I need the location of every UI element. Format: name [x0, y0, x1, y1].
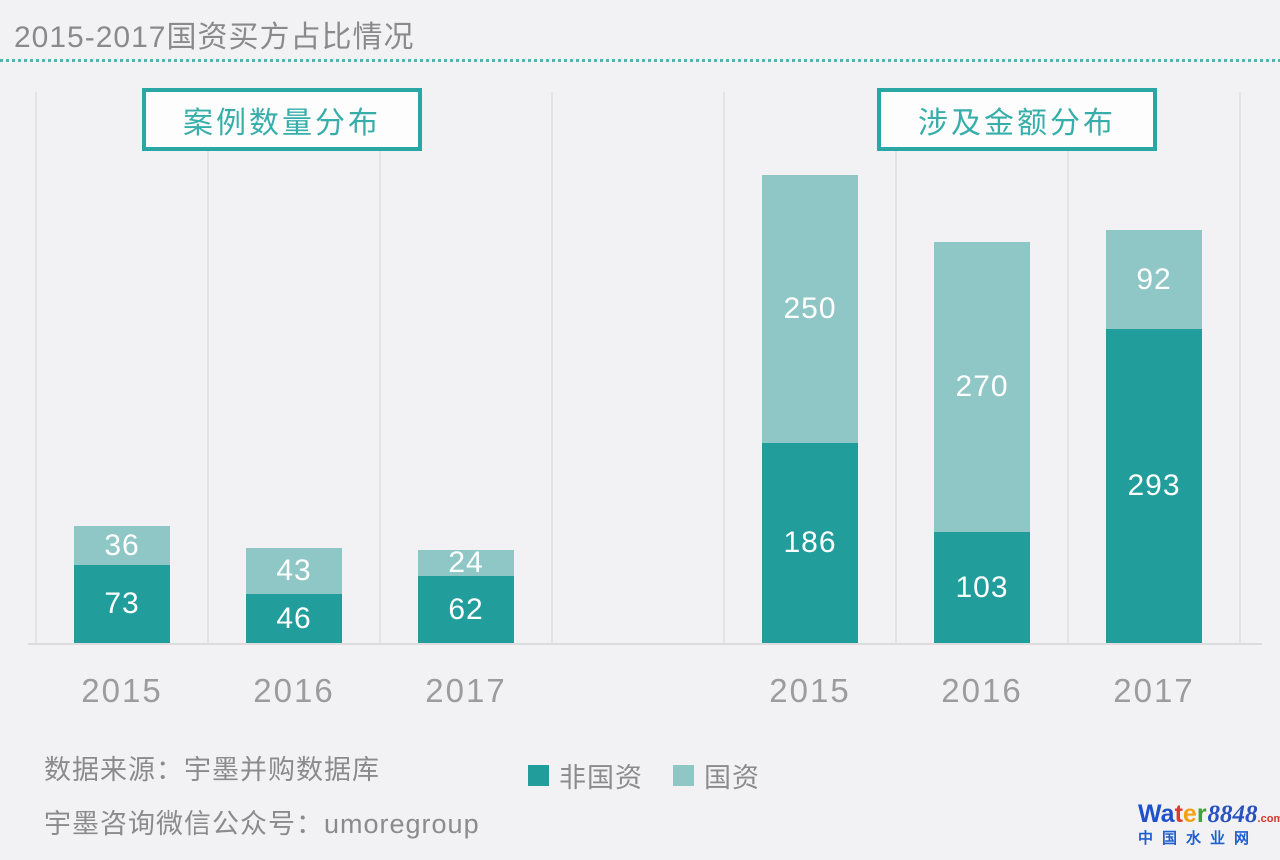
vertical-gridline — [1239, 92, 1241, 643]
logo-wordmark: Water 8848 .com — [1138, 801, 1280, 828]
bar-value-label: 36 — [104, 528, 140, 562]
bar-value-label: 270 — [955, 370, 1009, 403]
bar-value-label: 73 — [104, 587, 140, 620]
bar-value-label: 46 — [276, 601, 312, 635]
bar-value-label: 103 — [955, 570, 1009, 604]
chart-title-cases-label: 案例数量分布 — [183, 106, 381, 140]
x-axis-label: 2015 — [769, 672, 851, 709]
bar-segment-state: 24 — [418, 546, 514, 579]
logo-letter: e — [1182, 800, 1197, 828]
logo-water-letters: Water — [1138, 802, 1207, 827]
bar-segment-state: 43 — [246, 548, 342, 594]
x-axis-label: 2016 — [253, 672, 335, 709]
bar-segment-state: 250 — [762, 175, 858, 443]
bar-segment-non-state: 103 — [934, 532, 1030, 643]
x-axis-label: 2016 — [941, 672, 1023, 709]
vertical-gridline — [723, 92, 725, 643]
bar-segment-state: 270 — [934, 242, 1030, 532]
x-axis-line — [28, 643, 1262, 645]
vertical-gridline — [1067, 92, 1069, 643]
x-axis-label: 2015 — [81, 672, 163, 709]
chart-title-cases: 案例数量分布 — [142, 88, 422, 151]
data-source-text: 数据来源：宇墨并购数据库 — [44, 755, 380, 785]
wechat-account-text: 宇墨咨询微信公众号：umoregroup — [44, 809, 480, 839]
bar-segment-state: 92 — [1106, 230, 1202, 329]
vertical-gridline — [551, 92, 553, 643]
bar-segment-state: 36 — [74, 526, 170, 565]
logo-letter: a — [1160, 800, 1175, 828]
bar-value-label: 293 — [1127, 469, 1181, 502]
vertical-gridline — [379, 92, 381, 643]
chart-title-amount: 涉及金额分布 — [877, 88, 1157, 151]
chart-legend: 非国资 国资 — [528, 756, 780, 795]
bar-segment-non-state: 62 — [418, 576, 514, 643]
x-axis-label: 2017 — [1113, 672, 1195, 709]
vertical-gridline — [35, 92, 37, 643]
logo-letter: t — [1174, 800, 1183, 828]
bar-segment-non-state: 46 — [246, 594, 342, 643]
logo-subtitle: 中国水业网 — [1138, 830, 1259, 847]
bar-value-label: 250 — [783, 292, 837, 325]
bar-value-label: 92 — [1136, 262, 1172, 296]
legend-swatch — [528, 765, 549, 786]
logo-letter: r — [1196, 800, 1207, 828]
legend-label: 国资 — [704, 763, 760, 793]
page-title: 2015-2017国资买方占比情况 — [14, 21, 415, 54]
water8848-logo: Water 8848 .com 中国水业网 — [1138, 801, 1280, 847]
x-axis-label: 2017 — [425, 672, 507, 709]
legend-label: 非国资 — [559, 763, 643, 793]
logo-com-suffix: .com — [1257, 813, 1280, 825]
bar-segment-non-state: 186 — [762, 443, 858, 643]
bar-value-label: 43 — [276, 554, 312, 587]
legend-swatch — [673, 765, 694, 786]
bar-value-label: 186 — [783, 526, 837, 559]
bar-value-label: 24 — [448, 546, 484, 579]
bar-value-label: 62 — [448, 592, 484, 626]
bar-segment-non-state: 293 — [1106, 329, 1202, 643]
chart-title-amount-label: 涉及金额分布 — [918, 106, 1116, 140]
logo-letter: W — [1138, 800, 1161, 828]
dotted-divider — [0, 59, 1280, 62]
vertical-gridline — [895, 92, 897, 643]
logo-8848: 8848 — [1207, 801, 1258, 828]
bar-segment-non-state: 73 — [74, 565, 170, 643]
vertical-gridline — [207, 92, 209, 643]
